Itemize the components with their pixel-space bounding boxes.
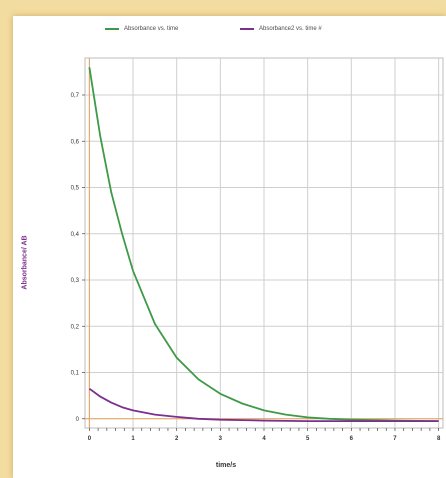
y-tick-label: 0,5 [71, 186, 80, 192]
legend: Absorbance vs. time Absorbance2 vs. time… [13, 26, 446, 42]
legend-item-absorbance2: Absorbance2 vs. time # [240, 26, 322, 32]
x-tick-label: 6 [350, 436, 354, 442]
chart-frame: Absorbance vs. time Absorbance2 vs. time… [13, 16, 446, 478]
y-axis-label: Absorbance/ AB [21, 235, 29, 290]
x-axis-label: time/s [215, 462, 237, 469]
y-tick-label: 0,6 [71, 139, 80, 145]
legend-swatch-absorbance2 [240, 28, 254, 30]
y-tick-label: 0,4 [71, 232, 80, 238]
plot-area: 0 1 2 3 4 5 6 7 8 0 0,1 0,2 0,3 0,4 0,5 0,6 0,7 [71, 57, 444, 442]
x-tick-label: 3 [219, 436, 223, 442]
y-tick-label: 0,7 [71, 93, 80, 99]
legend-item-absorbance: Absorbance vs. time [105, 26, 178, 32]
y-tick-label: 0,3 [71, 278, 80, 284]
legend-label-absorbance2: Absorbance2 vs. time # [259, 26, 322, 32]
x-tick-label: 8 [437, 436, 441, 442]
series-line-1 [88, 387, 439, 423]
series-line-0 [88, 67, 439, 422]
y-tick-label: 0 [76, 417, 80, 423]
y-tick-label: 0,2 [71, 324, 80, 330]
legend-label-absorbance: Absorbance vs. time [124, 26, 179, 32]
x-tick-label: 7 [393, 436, 397, 442]
x-tick-label: 4 [262, 436, 266, 442]
x-tick-label: 2 [175, 436, 179, 442]
x-tick-label: 0 [88, 436, 92, 442]
legend-swatch-absorbance [105, 28, 119, 30]
y-tick-label: 0,1 [71, 371, 80, 377]
x-tick-label: 5 [306, 436, 310, 442]
x-tick-label: 1 [131, 436, 135, 442]
